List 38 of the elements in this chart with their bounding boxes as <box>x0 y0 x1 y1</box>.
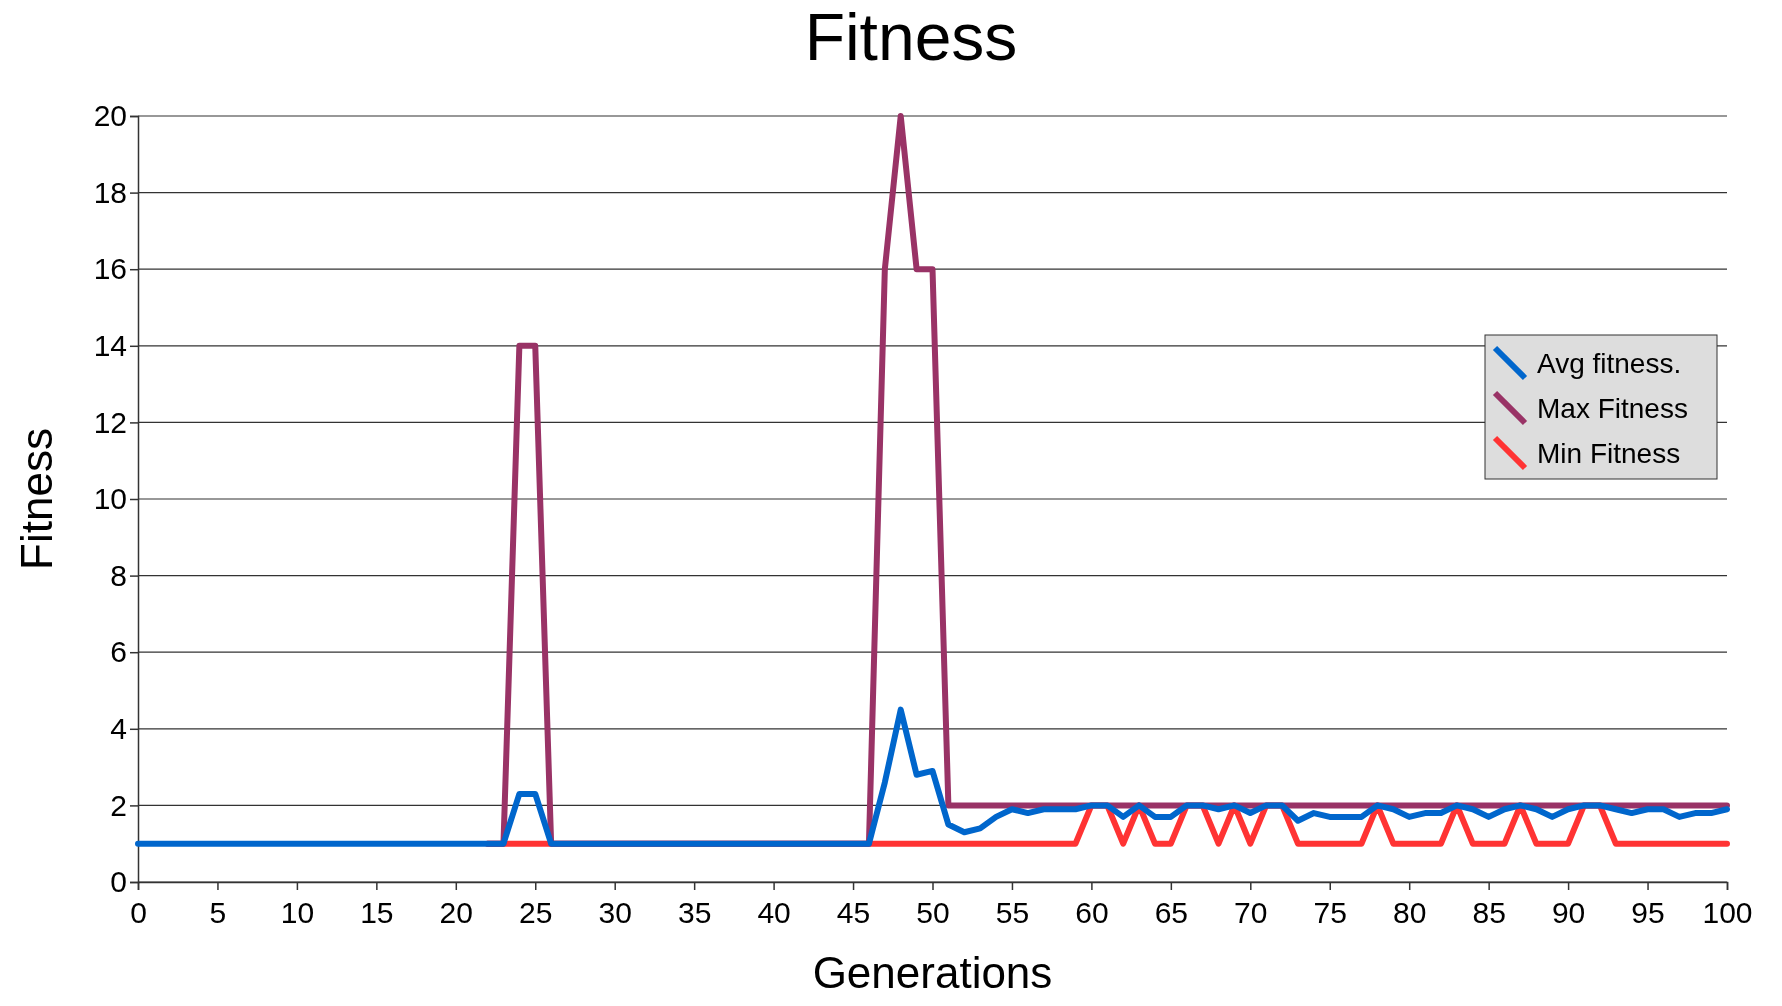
chart-title: Fitness <box>804 0 1018 74</box>
x-tick-label: 85 <box>1472 896 1506 929</box>
x-tick-label: 35 <box>677 896 712 929</box>
x-tick-label: 100 <box>1702 896 1753 929</box>
y-tick-label: 14 <box>93 328 127 362</box>
y-tick-label: 8 <box>110 558 127 592</box>
legend-label: Max Fitness <box>1537 393 1688 424</box>
x-tick-label: 65 <box>1154 896 1189 929</box>
x-tick-label: 60 <box>1075 896 1109 929</box>
x-tick-label: 70 <box>1234 896 1268 929</box>
x-tick-label: 95 <box>1631 896 1665 929</box>
y-tick-label: 18 <box>93 175 127 209</box>
y-tick-label: 20 <box>93 99 127 133</box>
x-tick-label: 25 <box>519 896 553 929</box>
y-tick-label: 16 <box>93 252 127 286</box>
legend-label: Min Fitness <box>1537 438 1681 469</box>
y-tick-label: 12 <box>93 405 127 439</box>
x-tick-label: 40 <box>757 896 791 929</box>
x-tick-label: 5 <box>209 896 227 929</box>
x-tick-label: 80 <box>1393 896 1427 929</box>
x-tick-label: 10 <box>280 896 315 929</box>
y-tick-label: 10 <box>93 482 127 516</box>
y-tick-label: 4 <box>110 711 127 745</box>
y-axis-title: Fitness <box>12 428 61 570</box>
x-tick-label: 0 <box>130 896 147 929</box>
x-tick-label: 90 <box>1551 896 1586 929</box>
x-tick-label: 20 <box>439 896 473 929</box>
x-tick-label: 45 <box>836 896 871 929</box>
x-tick-label: 15 <box>360 896 394 929</box>
y-tick-label: 0 <box>110 865 127 899</box>
legend-label: Avg fitness. <box>1537 348 1682 379</box>
y-tick-label: 6 <box>110 635 127 669</box>
x-tick-label: 30 <box>598 896 632 929</box>
x-tick-label: 50 <box>916 896 950 929</box>
x-axis-title: Generations <box>812 948 1053 997</box>
y-tick-label: 2 <box>110 788 127 822</box>
x-tick-label: 75 <box>1313 896 1347 929</box>
x-tick-label: 55 <box>995 896 1030 929</box>
